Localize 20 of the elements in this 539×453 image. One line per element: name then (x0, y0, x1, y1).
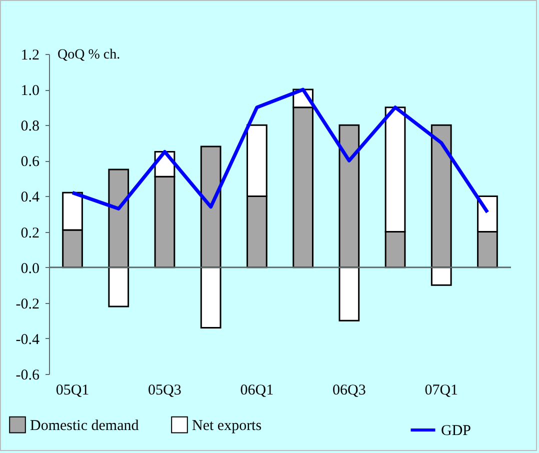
legend-label: Domestic demand (30, 418, 140, 434)
legend-label: Net exports (192, 418, 262, 434)
y-tick-label: 1.0 (20, 83, 40, 100)
legend-label: GDP (441, 423, 472, 439)
x-tick-label: 05Q3 (148, 382, 182, 398)
y-axis-title: QoQ % ch. (58, 48, 120, 62)
y-tick-label: 0.4 (20, 190, 40, 206)
y-tick-label: -0.2 (16, 296, 40, 312)
x-tick-label: 07Q1 (424, 382, 458, 398)
y-tick-label: 0.8 (20, 118, 40, 135)
y-tick-label: 0.0 (20, 260, 40, 277)
y-tick-label: -0.6 (16, 368, 40, 384)
line-series (70, 88, 490, 214)
x-tick-label: 05Q1 (56, 382, 90, 398)
x-tick-label: 06Q3 (332, 382, 366, 398)
x-tick-label: 06Q1 (240, 382, 274, 398)
y-tick-label: 0.6 (20, 154, 40, 170)
y-tick-label: -0.4 (16, 332, 40, 348)
y-tick-label: 1.2 (20, 48, 40, 64)
y-tick-label: 0.2 (20, 225, 40, 242)
